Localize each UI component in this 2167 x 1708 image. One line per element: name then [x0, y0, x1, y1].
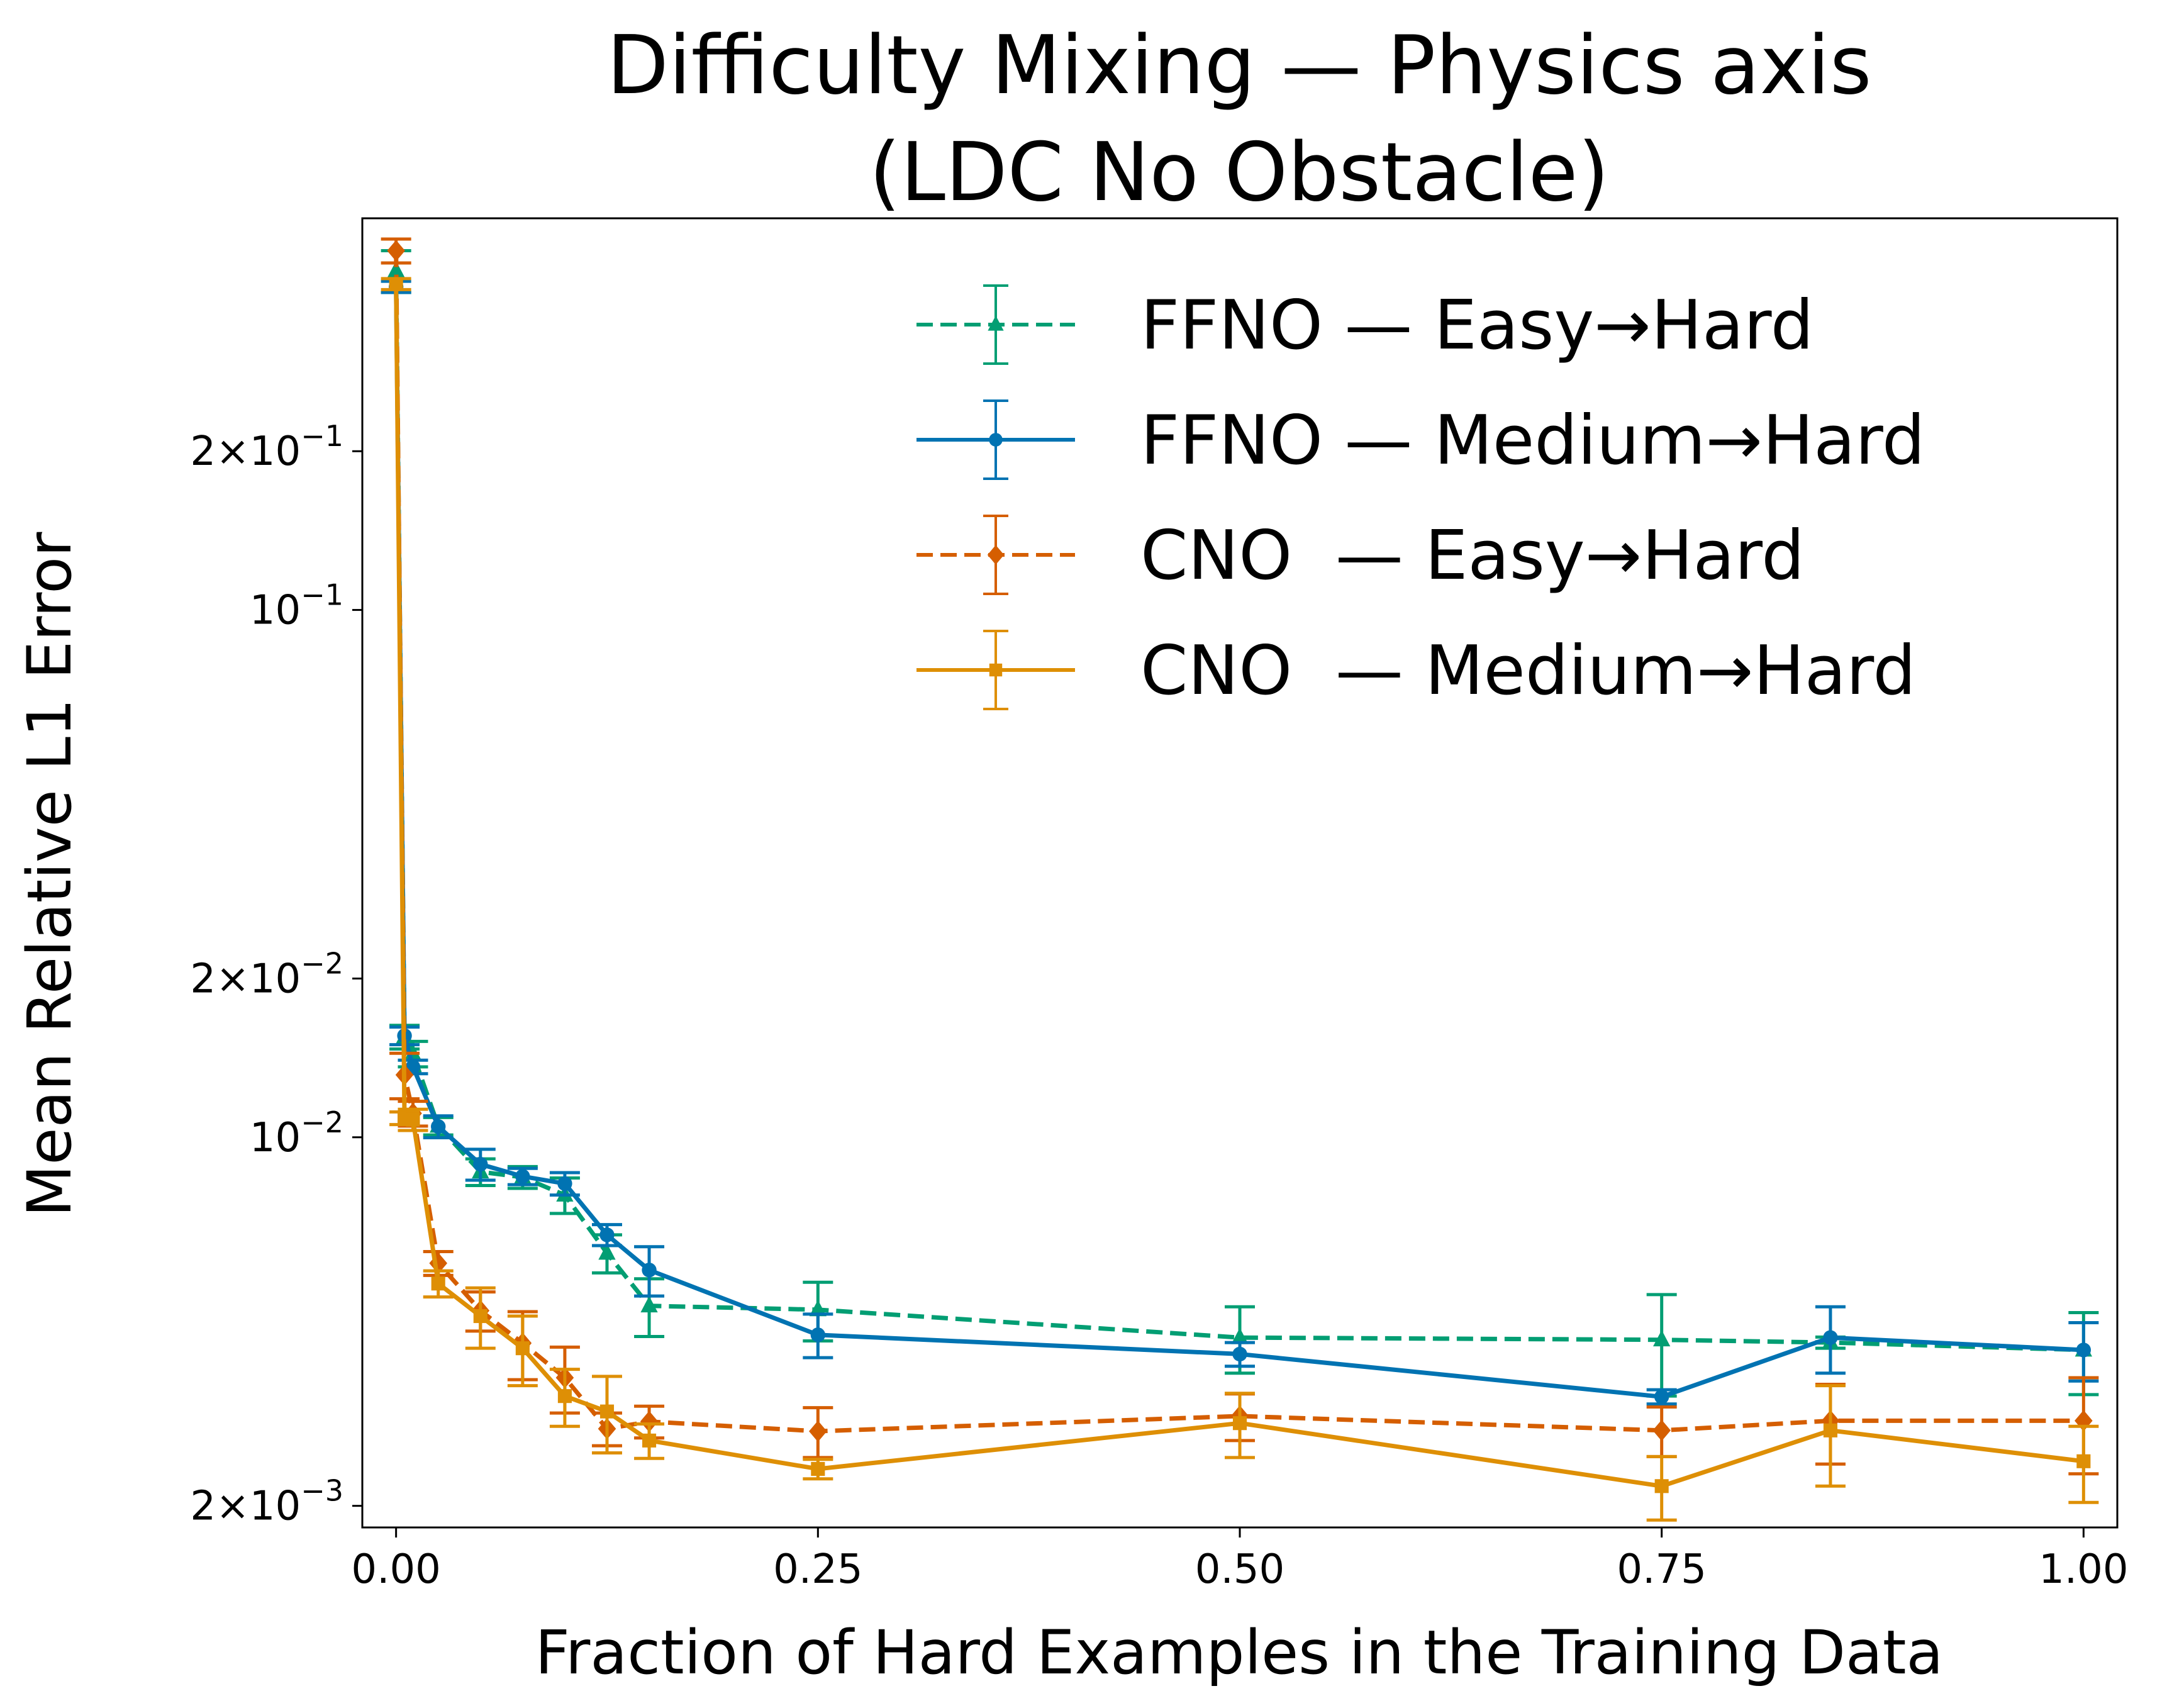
data-point [557, 1176, 572, 1192]
x-tick-label: 0.25 [773, 1546, 863, 1593]
data-point [406, 1112, 420, 1127]
legend-item-1: FFNO — Medium→Hard [916, 399, 1925, 480]
legend-label: CNO — Easy→Hard [1140, 516, 1805, 595]
data-point [2076, 1454, 2091, 1468]
data-point [810, 1327, 826, 1342]
data-point [598, 1243, 616, 1260]
data-point [809, 1421, 827, 1443]
data-point [1823, 1330, 1838, 1345]
series-line [394, 286, 2084, 1399]
legend-marker [988, 315, 1004, 331]
chart-title-line-2: (LDC No Obstacle) [869, 126, 1610, 220]
legend-label: CNO — Medium→Hard [1140, 632, 1916, 710]
y-tick-label: 10−2 [250, 1105, 343, 1161]
legend-marker [987, 545, 1005, 565]
legend-marker [989, 433, 1003, 447]
data-point [1823, 1423, 1837, 1437]
data-point [599, 1404, 615, 1419]
data-point [515, 1169, 530, 1184]
data-point [1652, 1419, 1671, 1441]
data-point [811, 1461, 825, 1476]
data-point [473, 1309, 487, 1324]
data-point [1232, 1346, 1247, 1362]
data-point [431, 1119, 446, 1134]
y-tick-label: 10−1 [250, 578, 343, 634]
data-point [1653, 1330, 1671, 1347]
data-point [2076, 1342, 2092, 1358]
data-point [1654, 1479, 1669, 1493]
axis-ticks: 0.00 0.25 0.50 0.75 1.00 2×10−1 10−1 2×10−2 10−2… [190, 419, 2128, 1593]
legend-marker [989, 663, 1003, 677]
data-point [642, 1263, 657, 1278]
legend-item-2: CNO — Easy→Hard [916, 515, 1805, 595]
legend-label: FFNO — Medium→Hard [1140, 401, 1925, 480]
data-point [599, 1227, 615, 1242]
x-tick-label: 1.00 [2039, 1546, 2129, 1593]
y-tick-label: 2×10−2 [190, 946, 343, 1002]
data-point [809, 1300, 827, 1317]
data-point [387, 260, 405, 277]
chart-title-line-1: Difficulty Mixing — Physics axis [606, 19, 1871, 113]
data-point [640, 1410, 659, 1432]
data-point [1232, 1416, 1247, 1431]
data-point [1231, 1327, 1249, 1344]
y-tick-label: 2×10−3 [190, 1474, 343, 1530]
x-tick-label: 0.75 [1617, 1546, 1707, 1593]
data-point [473, 1156, 488, 1172]
data-point [431, 1276, 445, 1291]
series-3 [381, 277, 2099, 1522]
x-tick-label: 0.00 [351, 1546, 441, 1593]
legend-label: FFNO — Easy→Hard [1140, 286, 1813, 365]
y-tick-label: 2×10−1 [190, 419, 343, 475]
series-1 [381, 279, 2099, 1406]
x-axis-label: Fraction of Hard Examples in the Trainin… [535, 1617, 1944, 1688]
x-tick-label: 0.50 [1195, 1546, 1285, 1593]
legend-item-3: CNO — Medium→Hard [916, 630, 1916, 710]
data-point [389, 277, 403, 291]
legend-item-0: FFNO — Easy→Hard [916, 284, 1813, 365]
data-point [557, 1389, 572, 1404]
plot-marks [381, 237, 2099, 1522]
data-point [515, 1341, 530, 1356]
series-line [394, 284, 2084, 1488]
data-point [1654, 1389, 1669, 1405]
data-point [387, 240, 405, 262]
legend: FFNO — Easy→Hard FFNO — Medium→Hard CNO — … [916, 284, 1925, 710]
data-point [642, 1433, 657, 1448]
data-point [640, 1296, 658, 1313]
y-axis-label: Mean Relative L1 Error [14, 532, 85, 1217]
